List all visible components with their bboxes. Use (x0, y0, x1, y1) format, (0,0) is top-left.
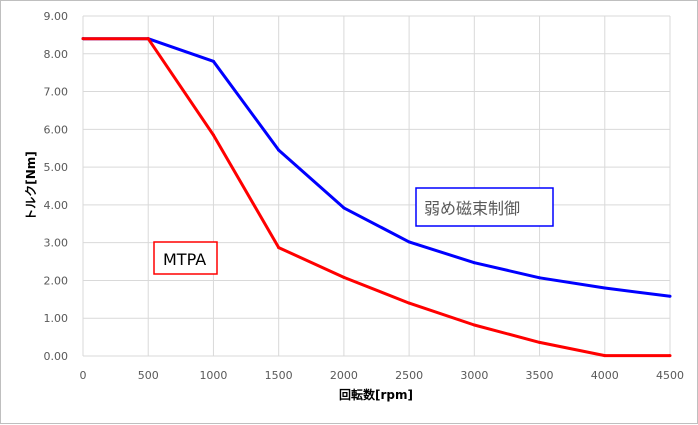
y-tick-label-4: 4.00 (44, 199, 69, 212)
annotation-field-weakening-box (415, 187, 554, 227)
series-1-point-7 (538, 340, 542, 344)
series-1-point-4 (342, 275, 346, 279)
series-1-point-2 (211, 133, 215, 137)
y-tick-label-3: 3.00 (44, 237, 69, 250)
annotation-mtpa-box (153, 241, 218, 275)
series-1-point-1 (146, 37, 150, 41)
series-0-point-4 (342, 206, 346, 210)
x-tick-label-0: 0 (80, 369, 87, 382)
x-tick-label-8: 4000 (591, 369, 619, 382)
y-tick-label-8: 8.00 (44, 48, 69, 61)
annotation-mtpa-text: MTPA (163, 250, 206, 269)
series-0-point-7 (538, 276, 542, 280)
series-0-point-8 (603, 286, 607, 290)
x-tick-label-3: 1500 (265, 369, 293, 382)
series-lines (81, 37, 672, 358)
y-tick-label-2: 2.00 (44, 274, 69, 287)
series-0-point-5 (407, 240, 411, 244)
series-1-point-6 (472, 323, 476, 327)
annotation-field-weakening: 弱め磁束制御 (415, 187, 554, 227)
x-axis-title: 回転数[rpm] (339, 387, 413, 402)
y-tick-label-6: 6.00 (44, 123, 69, 136)
y-tick-label-9: 9.00 (44, 10, 69, 23)
series-1-point-9 (668, 354, 672, 358)
y-tick-label-0: 0.00 (44, 350, 69, 363)
series-1-point-5 (407, 301, 411, 305)
grid (82, 15, 671, 357)
y-tick-labels: 0.00 1.00 2.00 3.00 4.00 5.00 6.00 7.00 8.00 9.00 (44, 10, 69, 363)
y-tick-label-7: 7.00 (44, 86, 69, 99)
series-0-point-6 (472, 261, 476, 265)
x-tick-label-4: 2000 (330, 369, 358, 382)
series-line-1 (83, 37, 670, 358)
x-tick-label-5: 2500 (395, 369, 423, 382)
series-0-point-9 (668, 294, 672, 298)
series-0-point-2 (211, 59, 215, 63)
x-tick-labels: 0 500 1000 1500 2000 2500 3000 3500 4000 4500 (80, 369, 685, 382)
series-1-point-8 (603, 354, 607, 358)
x-tick-label-2: 1000 (199, 369, 227, 382)
series-0-point-3 (277, 148, 281, 152)
series-line-0 (83, 37, 671, 298)
x-tick-label-7: 3500 (526, 369, 554, 382)
x-tick-label-6: 3000 (460, 369, 488, 382)
y-tick-label-5: 5.00 (44, 161, 69, 174)
x-tick-label-9: 4500 (656, 369, 684, 382)
series-1-point-0 (81, 37, 85, 41)
annotation-mtpa: MTPA (153, 241, 218, 275)
x-tick-label-1: 500 (138, 369, 159, 382)
y-axis-title: トルク[Nm] (24, 151, 38, 221)
y-tick-label-1: 1.00 (44, 312, 69, 325)
annotation-field-weakening-text: 弱め磁束制御 (424, 199, 520, 218)
series-1-point-3 (277, 246, 281, 250)
